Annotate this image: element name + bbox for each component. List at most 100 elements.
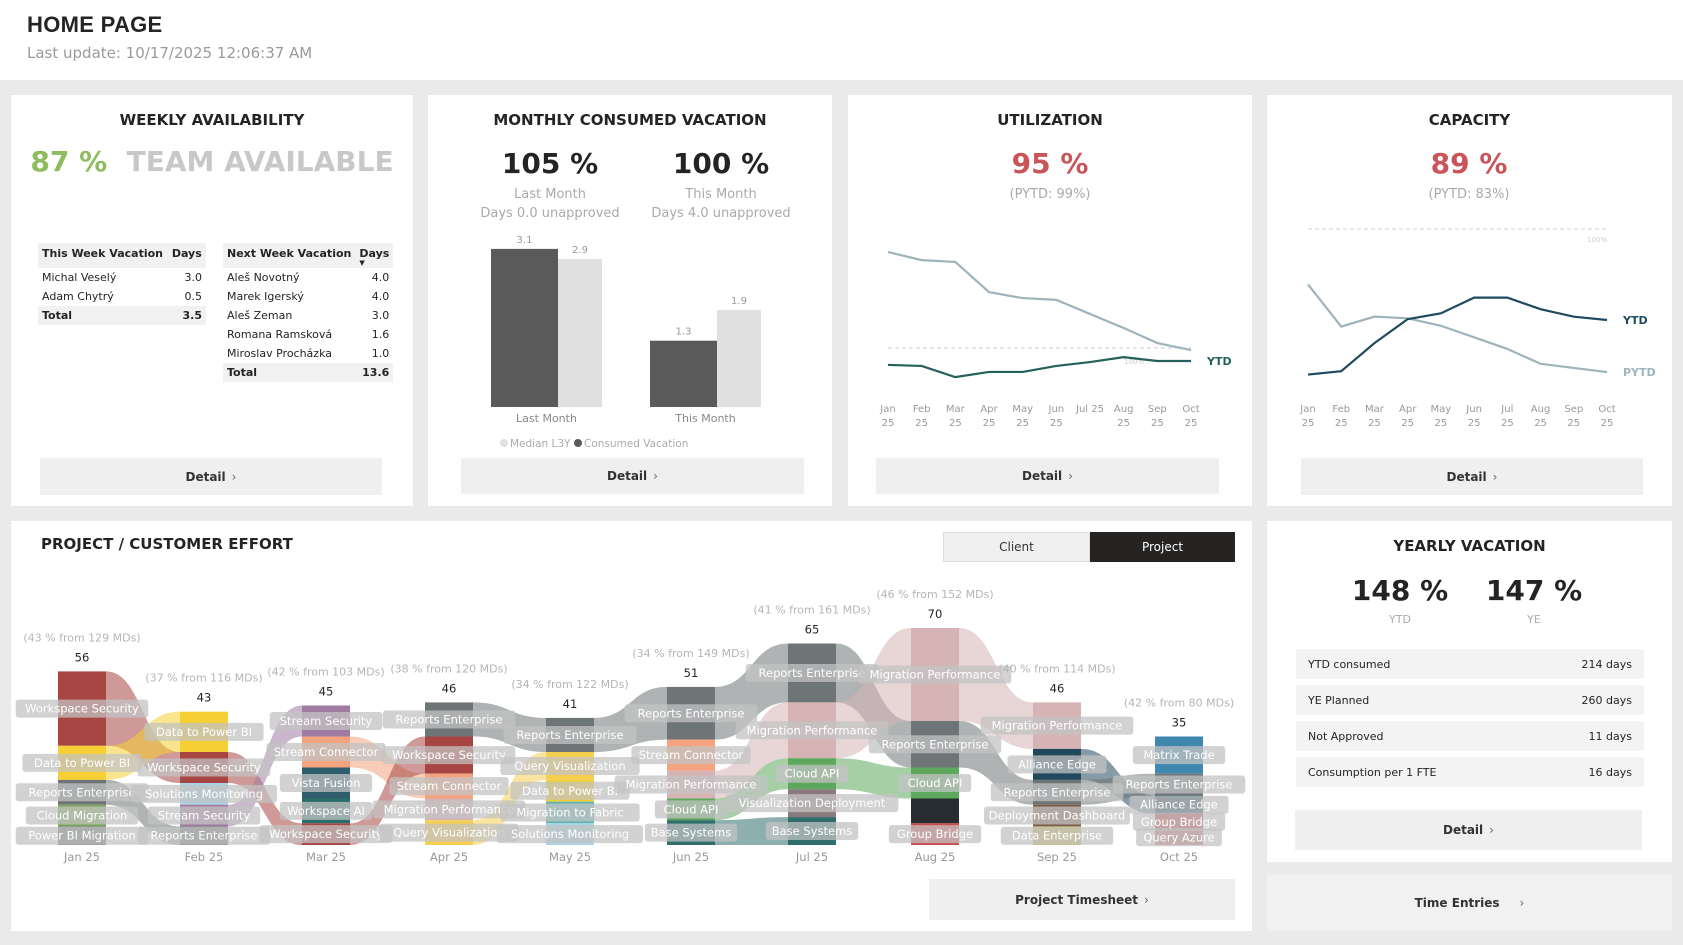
table-row[interactable]: Aleš Zeman 3.0 (223, 306, 393, 325)
utilization-detail-button[interactable]: Detail › (876, 458, 1219, 494)
time-entries-button[interactable]: Time Entries › (1267, 875, 1672, 931)
x-tick-label: 25 (1501, 418, 1514, 429)
x-tick-label: 25 (1401, 418, 1414, 429)
segment-label-box (745, 663, 879, 682)
legend-label: Consumed Vacation (584, 438, 688, 450)
month-total: 65 (805, 623, 820, 637)
series-line (1307, 283, 1608, 374)
this-month-unapproved: Days 4.0 unapproved (651, 206, 791, 221)
ye-pct: 147 % (1485, 574, 1583, 607)
card-title: YEARLY VACATION (1393, 537, 1546, 555)
data-label: 1.9 (731, 296, 747, 307)
last-month-label: Last Month (514, 187, 586, 202)
this-month-label: This Month (685, 187, 757, 202)
legend-marker (500, 439, 508, 447)
x-tick-label: Mar (946, 404, 966, 415)
segment-label: Reports Enterprise (29, 785, 136, 799)
segment-label-box (279, 774, 373, 792)
monthly-vacation-chart: 3.1 2.9 Last Month 1.3 1.9 This Month Median L… (491, 235, 761, 450)
segment-label: Visualization Deployment (739, 796, 886, 810)
x-tick-label: Jan (1299, 404, 1315, 415)
capacity-card: CAPACITY 89 % (PYTD: 83%) 100% PYTD YTD Jan… (1267, 95, 1672, 506)
this-month-pct: 100 % (672, 147, 770, 180)
segment-label-box (624, 704, 758, 723)
days-value: 0.5 (184, 290, 203, 303)
table-row[interactable]: Miroslav Procházka 1.0 (223, 344, 393, 363)
month-label: Aug 25 (915, 850, 956, 864)
x-tick-label: Apr (980, 404, 998, 415)
monthly-detail-button[interactable]: Detail › (461, 458, 804, 494)
project-toggle[interactable]: Project (1090, 532, 1235, 562)
segment-label-box (1000, 826, 1114, 845)
card-title: CAPACITY (1428, 111, 1511, 129)
x-tick-label: Feb (913, 404, 931, 415)
segment-label: Reports Enterprise (759, 666, 866, 680)
month-label: Jul 25 (795, 850, 828, 864)
segment-label-box (990, 783, 1124, 802)
series-label: PYTD (1623, 366, 1656, 379)
month-note: (38 % from 120 MDs) (390, 662, 507, 675)
days-column-header[interactable]: Days (167, 243, 206, 268)
x-tick-label: 25 (949, 418, 962, 429)
x-tick-label: 25 (983, 418, 996, 429)
table-row[interactable]: Marek Igerský 4.0 (223, 287, 393, 306)
x-tick-label: Jan (879, 404, 895, 415)
month-total: 43 (197, 691, 212, 705)
x-tick-label: Jul 25 (1075, 404, 1104, 415)
stat-label: Consumption per 1 FTE (1308, 765, 1437, 779)
segment-label-box (15, 826, 149, 845)
detail-label: Detail (185, 469, 226, 484)
person-name: Aleš Novotný (227, 271, 300, 284)
month-label: Feb 25 (185, 850, 224, 864)
days-value: 1.0 (371, 347, 390, 360)
segment-label: Stream Security (158, 809, 251, 823)
vacation-stat-row: Consumption per 1 FTE 16 days (1296, 757, 1644, 787)
month-note: (34 % from 149 MDs) (632, 647, 749, 660)
category-label: Last Month (516, 412, 577, 425)
x-tick-label: Jun (1465, 404, 1482, 415)
capacity-detail-button[interactable]: Detail › (1301, 458, 1643, 495)
client-toggle[interactable]: Client (943, 532, 1090, 562)
month-total: 41 (563, 697, 578, 711)
days-column-header[interactable]: Days ▼ (355, 243, 394, 268)
segment-label: Migration to Fabric (516, 805, 623, 819)
segment-label-box (503, 725, 637, 744)
segment-label: Group Bridge (897, 827, 973, 841)
total-label: Total (38, 306, 168, 325)
project-timesheet-button[interactable]: Project Timesheet › (929, 879, 1235, 920)
ytd-label: YTD (1389, 613, 1411, 626)
month-total: 51 (684, 666, 699, 680)
stat-label: YE Planned (1308, 693, 1370, 707)
stat-value: 260 days (1581, 693, 1632, 707)
ribbon (106, 671, 180, 783)
table-row[interactable]: Michal Veselý 3.0 (38, 268, 206, 287)
chevron-right-icon: › (1519, 896, 1525, 910)
data-label: 3.1 (517, 235, 533, 246)
yearly-detail-button[interactable]: Detail › (1295, 810, 1642, 850)
days-value: 3.0 (371, 309, 390, 322)
consumed-bar (650, 340, 717, 407)
month-note: (43 % from 129 MDs) (23, 631, 140, 644)
name-column-header[interactable]: Next Week Vacation (223, 243, 356, 268)
name-column-header[interactable]: This Week Vacation (38, 243, 168, 268)
x-tick-label: Apr (1399, 404, 1417, 415)
card-title: PROJECT / CUSTOMER EFFORT (41, 535, 293, 553)
table-row[interactable]: Romana Ramsková 1.6 (223, 325, 393, 344)
segment-label: Workspace Security (147, 761, 261, 775)
weekly-detail-button[interactable]: Detail › (40, 458, 382, 495)
segment-label-box (735, 721, 889, 740)
table-row[interactable]: Adam Chytrý 0.5 (38, 287, 206, 306)
table-row[interactable]: Aleš Novotný 4.0 (223, 268, 393, 287)
availability-pct: 87 % (30, 145, 108, 178)
ytd-pct: 148 % (1351, 574, 1449, 607)
utilization-chart: 100% YTD Jan 25 Feb 25 Mar 25 Apr 25 May 25 Jun 25 Jul… (879, 250, 1232, 429)
data-label: 2.9 (572, 245, 588, 256)
segment-label-box (775, 764, 849, 783)
x-tick-label: 25 (1185, 418, 1198, 429)
segment-label: Reports Enterprise (882, 737, 989, 751)
segment-label: Reports Enterprise (638, 706, 745, 720)
segment-label-box (500, 756, 640, 775)
segment-label-box (269, 712, 383, 730)
segment-label-box (1112, 775, 1246, 794)
segment-label-box (372, 800, 526, 819)
